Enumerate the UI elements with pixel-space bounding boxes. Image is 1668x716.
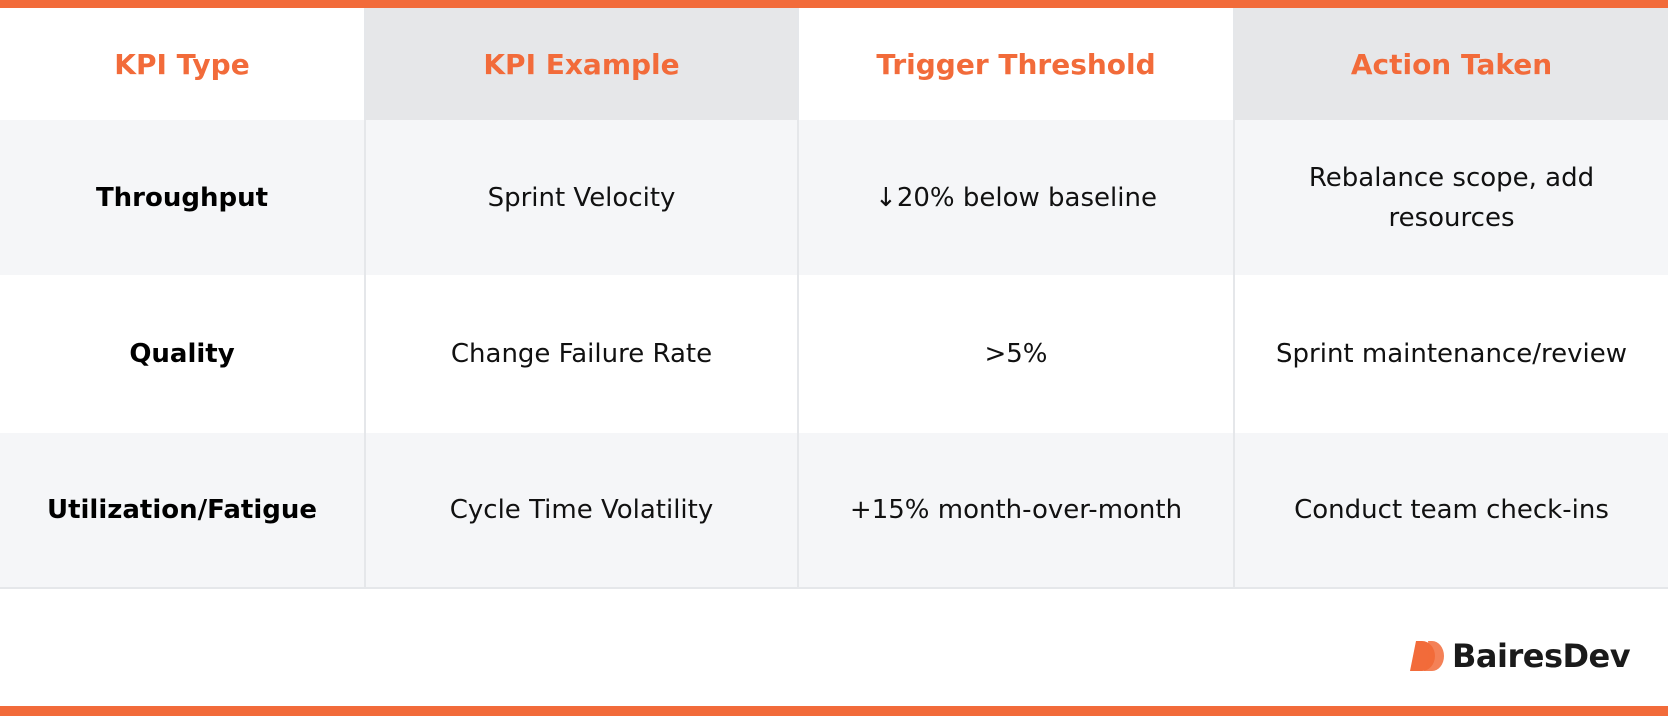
cell-trigger-threshold: >5% [798, 275, 1235, 433]
bairesdev-logo: BairesDev [1410, 636, 1631, 676]
bottom-accent-bar [0, 706, 1668, 716]
cell-kpi-type: Quality [0, 275, 366, 433]
logo-text: BairesDev [1452, 637, 1631, 675]
top-accent-bar [0, 0, 1668, 8]
cell-kpi-example: Change Failure Rate [365, 275, 799, 433]
header-kpi-type: KPI Type [0, 8, 366, 120]
cell-trigger-threshold: ↓20% below baseline [798, 120, 1235, 275]
cell-trigger-threshold: +15% month-over-month [798, 433, 1235, 589]
header-action-taken: Action Taken [1234, 8, 1668, 120]
table-row: Utilization/Fatigue Cycle Time Volatilit… [0, 433, 1668, 589]
cell-action-taken: Conduct team check-ins [1234, 433, 1668, 589]
header-trigger-threshold: Trigger Threshold [798, 8, 1235, 120]
cell-action-taken: Sprint maintenance/review [1234, 275, 1668, 433]
cell-kpi-type: Utilization/Fatigue [0, 433, 366, 589]
cell-kpi-example: Sprint Velocity [365, 120, 799, 275]
cell-kpi-example: Cycle Time Volatility [365, 433, 799, 589]
bairesdev-logo-icon [1410, 641, 1444, 671]
kpi-table: KPI Type KPI Example Trigger Threshold A… [0, 8, 1668, 589]
table-header-row: KPI Type KPI Example Trigger Threshold A… [0, 8, 1668, 120]
header-kpi-example: KPI Example [365, 8, 799, 120]
table-row: Throughput Sprint Velocity ↓20% below ba… [0, 120, 1668, 275]
cell-action-taken: Rebalance scope, add resources [1234, 120, 1668, 275]
table-row: Quality Change Failure Rate >5% Sprint m… [0, 275, 1668, 433]
cell-kpi-type: Throughput [0, 120, 366, 275]
